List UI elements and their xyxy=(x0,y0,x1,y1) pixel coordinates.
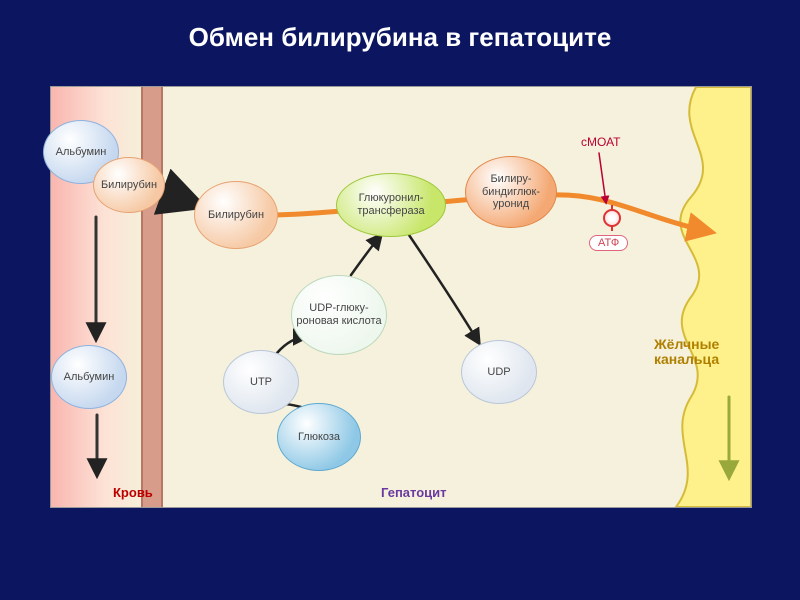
diagram-panel: АльбуминБилирубинАльбуминБилирубинГлюкур… xyxy=(50,86,752,508)
node-utp: UTP xyxy=(223,350,299,414)
node-glucose: Глюкоза xyxy=(277,403,361,471)
cmoat-label: сМОАТ xyxy=(581,135,620,149)
slide-title: Обмен билирубина в гепатоците xyxy=(0,0,800,53)
node-bili_diglu: Билиру-биндиглюк-уронид xyxy=(465,156,557,228)
arrow-to-udp xyxy=(409,235,479,343)
node-bilirubin_outer: Билирубин xyxy=(93,157,165,213)
region-label-blood: Кровь xyxy=(113,485,153,500)
region-label-bile: Жёлчные канальца xyxy=(654,337,744,368)
arrow-bili-into-cell xyxy=(163,192,199,205)
cmoat-dot-icon xyxy=(603,209,621,227)
node-udp: UDP xyxy=(461,340,537,404)
slide-root: Обмен билирубина в гепатоците Альбумин Би… xyxy=(0,0,800,600)
arrow-udpga-up xyxy=(351,235,381,275)
node-albumin2: Альбумин xyxy=(51,345,127,409)
node-udp_ga: UDP-глюку-роновая кислота xyxy=(291,275,387,355)
arrows-layer xyxy=(51,87,751,507)
node-gluc_transferase: Глюкуронил-трансфераза xyxy=(336,173,446,237)
arrow-cmoat-point xyxy=(599,153,606,203)
node-bilirubin_in: Билирубин xyxy=(194,181,278,249)
atp-badge: АТФ xyxy=(589,235,628,251)
region-label-hepatocyte: Гепатоцит xyxy=(381,485,447,500)
